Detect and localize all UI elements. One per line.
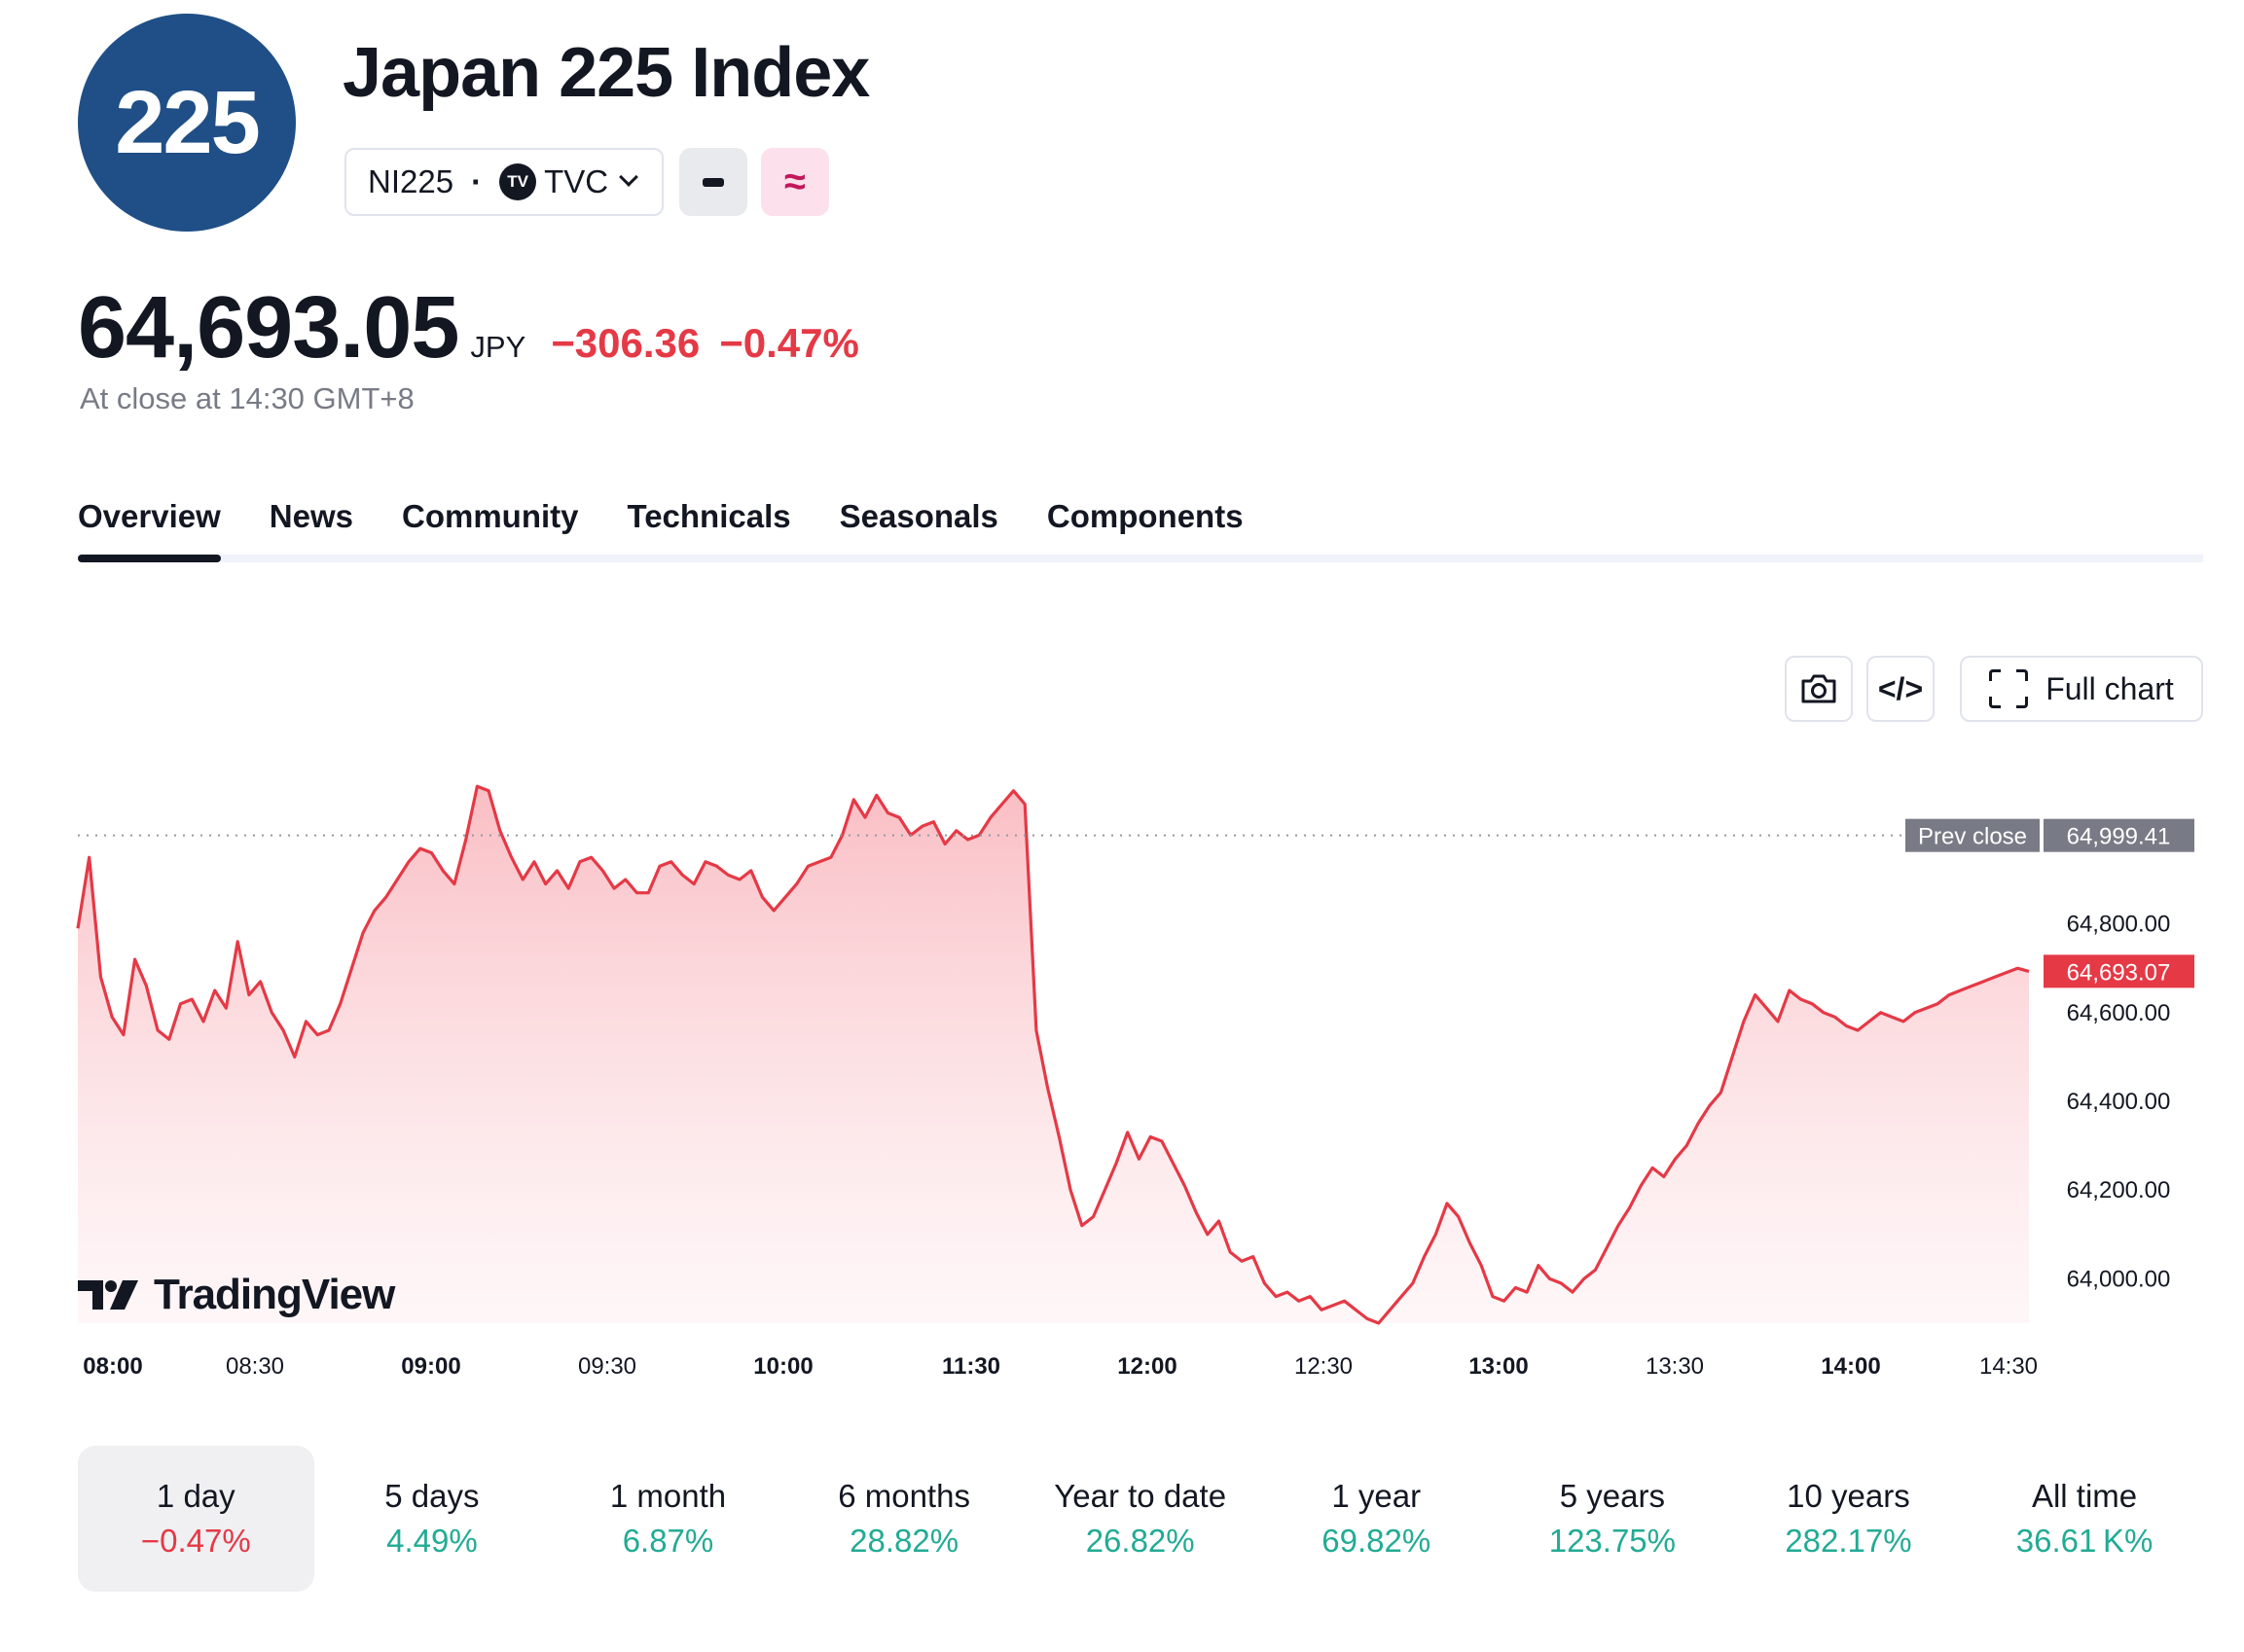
separator: · (471, 163, 483, 199)
price-line (76, 784, 2030, 1325)
period-6-months[interactable]: 6 months 28.82% (786, 1446, 1023, 1592)
x-tick-label: 12:00 (1117, 1353, 1176, 1380)
tradingview-icon (78, 1280, 138, 1310)
period-label: 10 years (1787, 1478, 1910, 1514)
x-tick-label: 14:30 (1979, 1353, 2038, 1380)
last-price-value: 64,693.07 (2067, 959, 2171, 986)
minus-icon (703, 177, 724, 187)
period-label: 1 day (156, 1478, 235, 1514)
period-label: 5 years (1559, 1478, 1665, 1514)
period-change: 282.17% (1785, 1523, 1912, 1559)
code-icon: </> (1877, 670, 1924, 706)
period-label: 6 months (838, 1478, 970, 1514)
x-tick-label: 09:30 (578, 1353, 636, 1380)
tradingview-logo: TradingView (78, 1271, 395, 1319)
tab-overview[interactable]: Overview (78, 498, 221, 562)
period-label: All time (2031, 1478, 2138, 1514)
period-change: −0.47% (140, 1523, 251, 1559)
period-1-year[interactable]: 1 year 69.82% (1258, 1446, 1495, 1592)
price-area (78, 786, 2029, 1323)
chevron-down-icon (619, 167, 638, 187)
prev-close-label: Prev close (1918, 824, 2027, 850)
period-change: 36.61 K% (2015, 1523, 2154, 1559)
tab-components[interactable]: Components (1046, 498, 1244, 534)
x-tick-label: 11:30 (942, 1353, 1000, 1380)
fullscreen-icon (1989, 669, 2029, 708)
price-change: −306.36 (551, 320, 701, 366)
last-price: 64,693.05 (78, 279, 459, 377)
y-tick-label: 64,400.00 (2067, 1089, 2171, 1115)
x-tick-label: 08:00 (83, 1353, 142, 1380)
period-5-days[interactable]: 5 days 4.49% (314, 1446, 551, 1592)
quote-row: 64,693.05 JPY −306.36 −0.47% (78, 278, 859, 378)
prev-close-value: 64,999.41 (2067, 824, 2171, 850)
period-change: 26.82% (1085, 1523, 1195, 1559)
index-type-badge[interactable]: ≈ (761, 148, 829, 216)
prev-close-tag (1905, 818, 2040, 852)
y-tick-label: 64,600.00 (2067, 1000, 2171, 1026)
period-change: 6.87% (622, 1523, 714, 1559)
period-change: 28.82% (850, 1523, 959, 1559)
x-tick-label: 09:00 (401, 1353, 460, 1380)
period-change: 69.82% (1321, 1523, 1431, 1559)
embed-button[interactable]: </> (1866, 656, 1935, 722)
tab-seasonals[interactable]: Seasonals (839, 498, 998, 534)
exchange-label: TVC (544, 163, 609, 199)
x-tick-label: 12:30 (1294, 1353, 1353, 1380)
price-chart[interactable]: Prev close 64,999.41 64,800.00 64,600.00 64,… (0, 739, 2244, 1420)
y-tick-label: 64,000.00 (2067, 1266, 2171, 1292)
x-tick-label: 10:00 (753, 1353, 813, 1380)
period-selector: 1 day −0.47% 5 days 4.49% 1 month 6.87% … (78, 1446, 2203, 1592)
period-all-time[interactable]: All time 36.61 K% (1967, 1446, 2203, 1592)
page-title: Japan 225 Index (343, 34, 870, 112)
y-tick-label: 64,800.00 (2067, 912, 2171, 938)
full-chart-label: Full chart (2045, 670, 2174, 706)
price-change-percent: −0.47% (719, 320, 859, 366)
symbol-label: NI225 (368, 163, 454, 199)
logo-text: 225 (115, 72, 260, 172)
symbol-selector[interactable]: NI225 · TV TVC (344, 148, 664, 216)
x-tick-label: 14:00 (1821, 1353, 1880, 1380)
period-1-month[interactable]: 1 month 6.87% (550, 1446, 786, 1592)
tradingview-exchange-icon: TV (499, 163, 537, 200)
period-label: Year to date (1054, 1478, 1227, 1514)
x-tick-label: 13:30 (1646, 1353, 1704, 1380)
period-1-day[interactable]: 1 day −0.47% (78, 1446, 314, 1592)
index-logo: 225 (78, 14, 296, 232)
tab-community[interactable]: Community (401, 498, 579, 534)
x-tick-label: 08:30 (226, 1353, 284, 1380)
market-close-note: At close at 14:30 GMT+8 (80, 381, 415, 415)
camera-icon (1801, 674, 1836, 703)
period-change: 123.75% (1548, 1523, 1676, 1559)
prev-close-value-tag (2044, 818, 2194, 852)
tab-technicals[interactable]: Technicals (627, 498, 791, 534)
full-chart-button[interactable]: Full chart (1960, 656, 2203, 722)
period-change: 4.49% (386, 1523, 478, 1559)
tab-bar: Overview News Community Technicals Seaso… (78, 498, 2203, 562)
tradingview-wordmark: TradingView (154, 1271, 395, 1318)
market-status-badge[interactable] (679, 148, 747, 216)
approx-icon: ≈ (784, 160, 806, 203)
currency-label: JPY (470, 330, 526, 364)
period-5-years[interactable]: 5 years 123.75% (1495, 1446, 1731, 1592)
period-10-years[interactable]: 10 years 282.17% (1730, 1446, 1967, 1592)
period-label: 1 year (1331, 1478, 1422, 1514)
period-label: 5 days (384, 1478, 480, 1514)
y-tick-label: 64,200.00 (2067, 1177, 2171, 1203)
last-price-tag (2044, 954, 2194, 988)
x-tick-label: 13:00 (1468, 1353, 1528, 1380)
tab-news[interactable]: News (269, 498, 353, 534)
snapshot-button[interactable] (1785, 656, 1853, 722)
period-label: 1 month (609, 1478, 727, 1514)
period-year-to-date[interactable]: Year to date 26.82% (1022, 1446, 1258, 1592)
